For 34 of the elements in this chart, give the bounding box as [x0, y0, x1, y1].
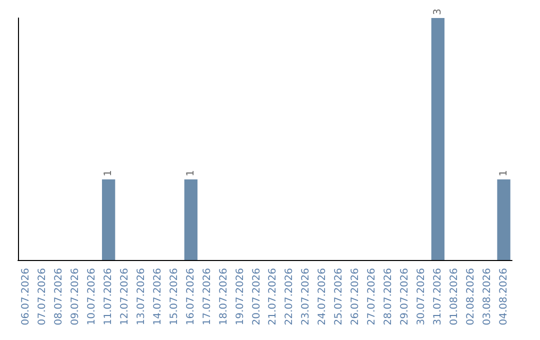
x-tick-label: 20.07.2026 — [251, 268, 262, 326]
x-tick-label: 26.07.2026 — [350, 268, 362, 326]
x-tick-label: 01.08.2026 — [448, 268, 460, 326]
data-label: 1 — [103, 170, 114, 176]
data-label: 1 — [185, 170, 196, 176]
data-label: 3 — [432, 8, 444, 15]
x-tick-label: 03.08.2026 — [482, 268, 493, 326]
x-tick-label: 12.07.2026 — [120, 268, 131, 326]
x-tick-label: 29.07.2026 — [399, 268, 410, 326]
x-tick-label: 13.07.2026 — [136, 268, 147, 326]
data-label: 1 — [498, 170, 510, 176]
x-tick-label: 22.07.2026 — [284, 268, 296, 326]
x-tick-label: 27.07.2026 — [366, 268, 378, 326]
x-tick-label: 19.07.2026 — [234, 268, 246, 326]
x-tick-label: 11.07.2026 — [103, 268, 114, 326]
x-tick-label: 15.07.2026 — [168, 268, 180, 326]
x-tick-label: 14.07.2026 — [152, 268, 164, 326]
x-tick-label: 28.07.2026 — [383, 268, 394, 326]
x-tick-label: 16.07.2026 — [185, 268, 196, 326]
x-tick-label: 31.07.2026 — [432, 268, 444, 326]
x-tick-label: 23.07.2026 — [300, 268, 312, 326]
x-tick-label: 02.08.2026 — [465, 268, 476, 326]
x-tick-label: 09.07.2026 — [70, 268, 82, 326]
x-tick-label: 30.07.2026 — [416, 268, 427, 326]
x-tick-label: 24.07.2026 — [317, 268, 328, 326]
x-tick-label: 10.07.2026 — [86, 268, 98, 326]
x-tick-label: 18.07.2026 — [218, 268, 230, 326]
x-tick-label: 06.07.2026 — [20, 268, 32, 326]
x-tick-label: 04.08.2026 — [498, 268, 510, 326]
x-tick-label: 25.07.2026 — [334, 268, 345, 326]
x-tick-label: 08.07.2026 — [54, 268, 65, 326]
x-tick-label: 21.07.2026 — [268, 268, 279, 326]
x-tick-label: 17.07.2026 — [202, 268, 213, 326]
x-tick-label: 07.07.2026 — [37, 268, 48, 326]
